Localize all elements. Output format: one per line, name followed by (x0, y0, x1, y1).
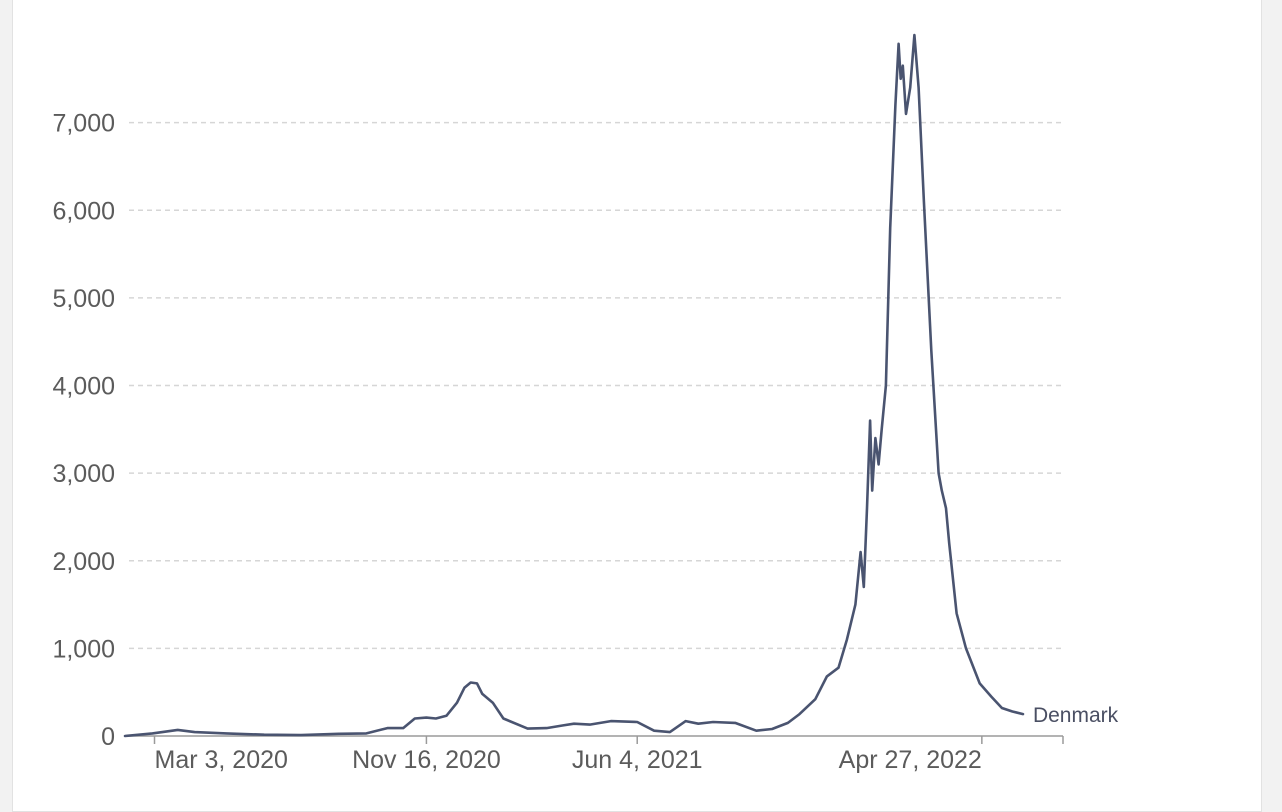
y-tick-label: 2,000 (52, 548, 115, 576)
y-tick-label: 4,000 (52, 373, 115, 401)
axis-layer: 0 1,000 2,000 3,000 4,000 5,000 6,000 7,000 Mar … (52, 110, 1064, 774)
y-tick-label: 0 (101, 723, 115, 751)
series-line-denmark (123, 33, 1025, 738)
y-tick-label: 7,000 (52, 110, 115, 138)
x-tick-label: Mar 3, 2020 (155, 746, 288, 774)
x-tick-label: Apr 27, 2022 (839, 746, 982, 774)
series-layer: Denmark (123, 33, 1119, 738)
grid-layer (129, 121, 1063, 650)
y-tick-label: 3,000 (52, 460, 115, 488)
line-chart: 0 1,000 2,000 3,000 4,000 5,000 6,000 7,000 Mar … (52, 33, 1119, 774)
series-label-denmark: Denmark (1033, 704, 1119, 727)
chart-card: 0 1,000 2,000 3,000 4,000 5,000 6,000 7,000 Mar … (12, 0, 1262, 812)
x-tick-label: Jun 4, 2021 (572, 746, 703, 774)
y-tick-label: 5,000 (52, 285, 115, 313)
y-tick-label: 1,000 (52, 635, 115, 663)
x-tick-label: Nov 16, 2020 (352, 746, 501, 774)
y-tick-label: 6,000 (52, 197, 115, 225)
